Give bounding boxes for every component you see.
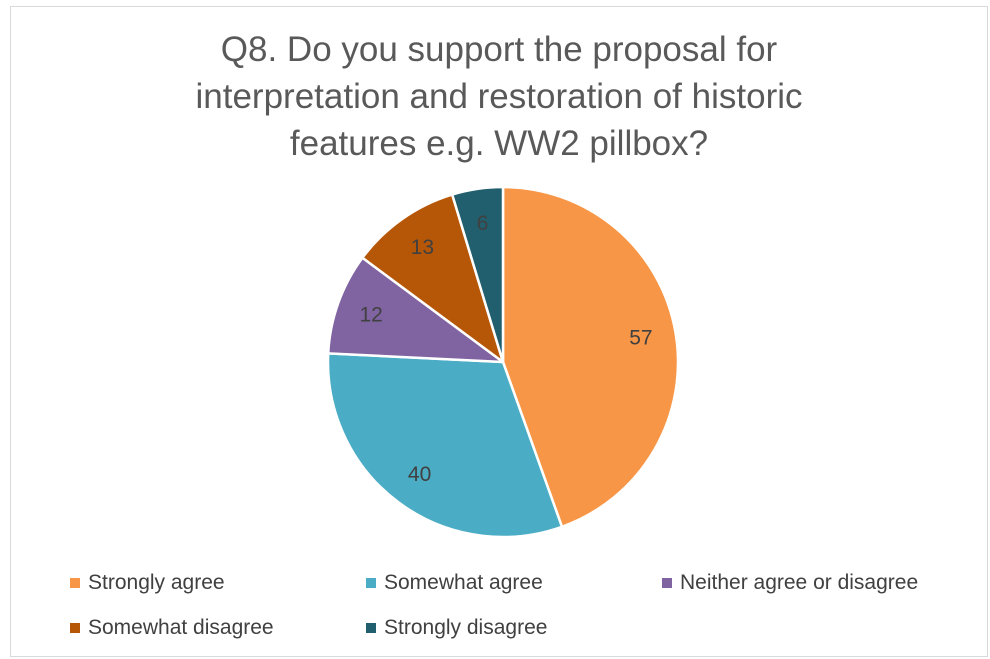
pie-slice-neither bbox=[326, 256, 505, 364]
data-label-strongly-agree: 57 bbox=[629, 327, 652, 350]
pie-slice-somewhat-disagree bbox=[361, 193, 505, 364]
legend-swatch-neither bbox=[662, 578, 672, 588]
data-label-neither: 12 bbox=[360, 303, 383, 326]
legend-swatch-somewhat-agree bbox=[366, 578, 376, 588]
data-label-somewhat-disagree: 13 bbox=[411, 236, 434, 259]
chart-title-line-3: features e.g. WW2 pillbox? bbox=[289, 124, 709, 163]
chart-title-line-1: Q8. Do you support the proposal for bbox=[220, 30, 778, 69]
legend-swatch-strongly-disagree bbox=[366, 623, 376, 633]
legend-item-strongly-agree: Strongly agree bbox=[70, 571, 225, 595]
chart-title: Q8. Do you support the proposal for inte… bbox=[10, 26, 988, 167]
legend-swatch-somewhat-disagree bbox=[70, 623, 80, 633]
chart-title-line-2: interpretation and restoration of histor… bbox=[195, 77, 803, 116]
legend-item-somewhat-agree: Somewhat agree bbox=[366, 571, 543, 595]
legend-swatch-strongly-agree bbox=[70, 578, 80, 588]
legend-item-somewhat-disagree: Somewhat disagree bbox=[70, 616, 274, 640]
pie-slice-strongly-agree bbox=[501, 185, 680, 529]
legend-label-neither: Neither agree or disagree bbox=[680, 571, 919, 594]
legend-label-somewhat-disagree: Somewhat disagree bbox=[88, 616, 274, 639]
pie-slice-somewhat-agree bbox=[326, 352, 564, 539]
data-label-strongly-disagree: 6 bbox=[477, 212, 489, 235]
pie-slice-strongly-disagree bbox=[450, 185, 505, 364]
legend-label-strongly-agree: Strongly agree bbox=[88, 571, 225, 594]
data-label-somewhat-agree: 40 bbox=[408, 463, 431, 486]
legend-item-strongly-disagree: Strongly disagree bbox=[366, 616, 547, 640]
legend-item-neither: Neither agree or disagree bbox=[662, 571, 918, 595]
legend-label-somewhat-agree: Somewhat agree bbox=[384, 571, 543, 594]
legend-label-strongly-disagree: Strongly disagree bbox=[384, 616, 548, 639]
